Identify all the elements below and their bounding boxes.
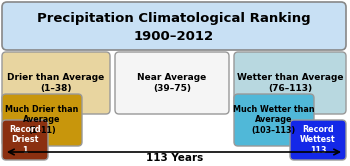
FancyBboxPatch shape <box>2 94 82 146</box>
FancyBboxPatch shape <box>115 52 229 114</box>
Text: Wetter than Average
(76–113): Wetter than Average (76–113) <box>237 73 343 93</box>
Text: 113 Years: 113 Years <box>146 153 204 163</box>
FancyBboxPatch shape <box>2 120 48 160</box>
FancyBboxPatch shape <box>2 2 346 50</box>
FancyBboxPatch shape <box>234 94 314 146</box>
Text: Near Average
(39–75): Near Average (39–75) <box>137 73 206 93</box>
FancyBboxPatch shape <box>290 120 346 160</box>
Text: Precipitation Climatological Ranking: Precipitation Climatological Ranking <box>37 12 311 25</box>
Text: Record
Driest
1: Record Driest 1 <box>9 125 41 155</box>
Text: Record
Wettest
113: Record Wettest 113 <box>300 125 336 155</box>
Text: 1900–2012: 1900–2012 <box>134 30 214 43</box>
Text: Drier than Average
(1–38): Drier than Average (1–38) <box>7 73 105 93</box>
FancyBboxPatch shape <box>2 52 110 114</box>
FancyBboxPatch shape <box>234 52 346 114</box>
Text: Much Drier than
Average
(1–11): Much Drier than Average (1–11) <box>5 105 79 135</box>
Text: Much Wetter than
Average
(103–113): Much Wetter than Average (103–113) <box>233 105 315 135</box>
